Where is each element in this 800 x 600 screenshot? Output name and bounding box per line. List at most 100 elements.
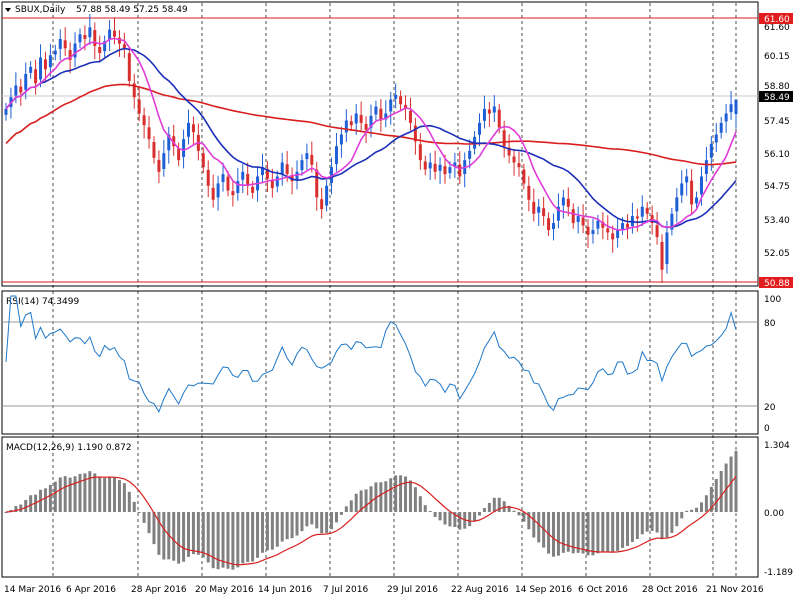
macd-bar (482, 508, 486, 512)
macd-tick: -1.189 (764, 568, 793, 578)
candle-body (428, 162, 432, 169)
candle-body (78, 34, 82, 43)
candle-body (201, 153, 205, 168)
macd-bar (310, 512, 314, 525)
macd-tick: 0.00 (764, 509, 784, 519)
macd-bar (695, 507, 699, 512)
candle-body (221, 174, 225, 183)
candle-body (251, 186, 255, 193)
macd-bar (670, 512, 674, 533)
candle-body (43, 59, 47, 70)
candle-body (39, 57, 43, 80)
macd-bar (453, 512, 457, 527)
macd-bar (157, 512, 161, 555)
macd-tick: 1.304 (764, 441, 790, 451)
macd-bar (295, 512, 299, 536)
dropdown-arrow-icon[interactable] (5, 8, 11, 12)
candle-body (482, 108, 486, 121)
candle-body (320, 199, 324, 210)
macd-bar (137, 512, 141, 513)
macd-bar (53, 481, 57, 512)
candle-body (699, 176, 703, 195)
macd-bar (285, 512, 289, 540)
candle-body (566, 198, 570, 207)
macd-bar (517, 512, 521, 516)
current-price-tag (759, 91, 793, 102)
macd-bar (394, 475, 398, 512)
candle-body (611, 233, 615, 240)
candle-body (137, 99, 141, 114)
macd-bar (537, 512, 541, 543)
macd-bar (680, 512, 684, 519)
candle-body (556, 206, 560, 221)
candle-body (246, 173, 250, 186)
price-axis: 61.60 60.15 58.80 57.45 56.10 54.75 53.4… (764, 23, 790, 259)
candle-body (532, 201, 536, 214)
macd-bar (566, 512, 570, 552)
candle-body (93, 30, 97, 46)
macd-bar (581, 512, 585, 554)
candle-body (547, 218, 551, 231)
candle-body (265, 168, 269, 179)
macd-bar (630, 512, 634, 543)
date-tick: 6 Oct 2016 (578, 585, 628, 595)
candle-body (502, 130, 506, 147)
macd-bar (290, 512, 294, 539)
candle-body (187, 122, 190, 137)
candle-body (177, 148, 181, 161)
ohlc-values: 57.88 58.49 57.25 58.49 (76, 5, 188, 15)
macd-bar (325, 512, 329, 533)
macd-bar (384, 481, 388, 512)
macd-bar (635, 512, 639, 540)
macd-bar (14, 506, 18, 512)
candle-body (285, 164, 289, 175)
price-tick: 57.45 (764, 117, 790, 127)
candle-body (537, 206, 541, 213)
candle-body (53, 50, 57, 55)
rsi-tick: 80 (764, 319, 776, 329)
rsi-title: RSI(14) 74.3499 (6, 297, 79, 307)
candle-body (621, 223, 625, 230)
candle-body (108, 29, 112, 40)
candle-body (4, 108, 8, 115)
macd-bar (211, 512, 215, 569)
candle-body (206, 169, 210, 186)
macd-bar (68, 477, 72, 512)
candle-body (73, 43, 77, 58)
macd-bar (571, 512, 575, 554)
macd-bar (552, 512, 555, 557)
macd-bar (621, 512, 625, 548)
macd-bar (418, 496, 422, 512)
date-tick: 6 Apr 2016 (66, 585, 116, 595)
macd-bar (640, 512, 644, 535)
macd-bar (330, 512, 334, 530)
macd-bar (650, 512, 654, 531)
ma-fast-line (5, 37, 737, 231)
candle-body (734, 99, 738, 115)
candle-body (325, 185, 329, 206)
macd-bar (270, 512, 274, 550)
symbol-label: SBUX,Daily (15, 5, 66, 15)
macd-bar (699, 502, 703, 512)
macd-bar (690, 509, 694, 512)
price-tick: 58.80 (764, 82, 790, 92)
candle-body (117, 37, 121, 44)
macd-bar (443, 512, 447, 525)
candle-body (596, 220, 600, 229)
macd-bar (675, 512, 679, 527)
macd-bar (83, 473, 87, 512)
date-tick: 21 Nov 2016 (706, 585, 764, 595)
candle-body (413, 125, 417, 142)
macd-bar (48, 484, 52, 512)
ma-slow-line (5, 83, 737, 166)
candle-body (512, 156, 516, 163)
candle-body (675, 197, 679, 212)
macd-bar (4, 512, 8, 513)
candle-body (408, 110, 412, 123)
macd-bar (379, 482, 383, 512)
macd-bar (88, 471, 92, 512)
candle-body (157, 159, 161, 172)
macd-bar (103, 477, 107, 512)
macd-bar (117, 480, 121, 512)
